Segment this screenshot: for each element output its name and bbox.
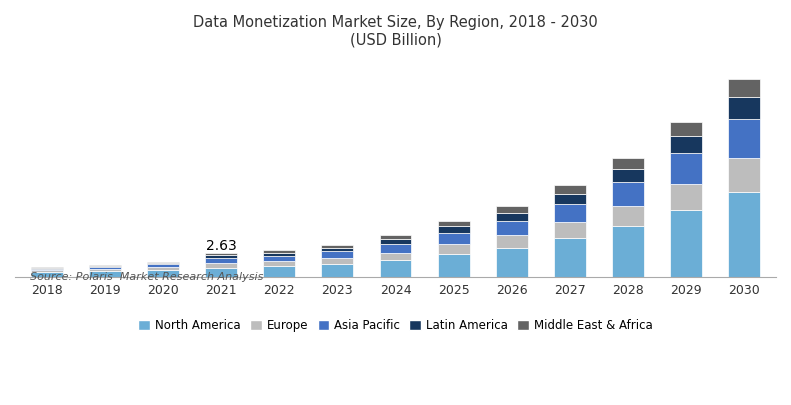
Bar [263,266,295,277]
Bar [263,253,295,256]
Bar [728,79,760,98]
Bar [89,271,121,277]
Bar [612,169,644,182]
Title: Data Monetization Market Size, By Region, 2018 - 2030
(USD Billion): Data Monetization Market Size, By Region… [193,15,598,47]
Bar [612,182,644,206]
Bar [321,248,354,252]
Bar [670,153,702,184]
Bar [147,262,179,263]
Bar [321,245,354,248]
Bar [554,185,586,194]
Bar [263,261,295,266]
Bar [437,244,470,254]
Bar [31,270,63,273]
Bar [205,253,237,255]
Bar [89,265,121,266]
Bar [437,254,470,277]
Bar [496,206,528,213]
Bar [496,247,528,277]
Bar [437,221,470,226]
Bar [612,206,644,226]
Bar [205,255,237,258]
Bar [728,158,760,192]
Bar [31,269,63,270]
Bar [728,98,760,119]
Bar [496,221,528,235]
Bar [263,256,295,261]
Bar [380,244,411,253]
Bar [728,119,760,158]
Bar [31,267,63,268]
Bar [205,268,237,277]
Bar [496,235,528,247]
Bar [670,210,702,277]
Bar [89,266,121,269]
Bar [321,258,354,264]
Bar [205,263,237,268]
Bar [147,267,179,270]
Bar [31,273,63,277]
Text: Source: Polaris  Market Research Analysis: Source: Polaris Market Research Analysis [30,272,263,282]
Bar [612,158,644,169]
Bar [437,226,470,232]
Bar [612,226,644,277]
Bar [380,239,411,244]
Bar [554,194,586,204]
Bar [147,270,179,277]
Bar [31,268,63,269]
Bar [380,235,411,239]
Bar [321,264,354,277]
Bar [380,260,411,277]
Bar [437,232,470,244]
Bar [554,238,586,277]
Bar [147,263,179,264]
Bar [89,269,121,271]
Bar [321,252,354,258]
Bar [554,222,586,238]
Bar [380,253,411,260]
Bar [670,136,702,153]
Bar [496,213,528,221]
Bar [205,258,237,263]
Bar [670,184,702,210]
Legend: North America, Europe, Asia Pacific, Latin America, Middle East & Africa: North America, Europe, Asia Pacific, Lat… [134,314,657,337]
Bar [728,192,760,277]
Text: 2.63: 2.63 [206,239,237,253]
Bar [147,264,179,267]
Bar [554,204,586,222]
Bar [263,250,295,253]
Bar [670,122,702,136]
